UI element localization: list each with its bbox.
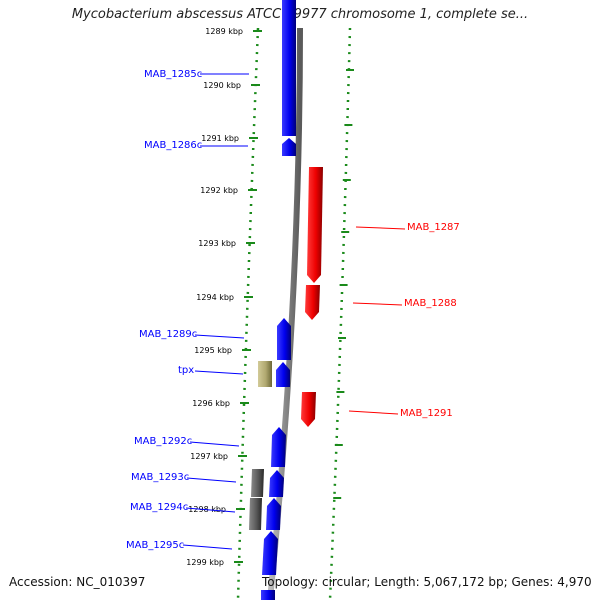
gene-arrow-mab-1288[interactable] [305,285,320,320]
topology-summary: Topology: circular; Length: 5,067,172 bp… [262,575,592,589]
leader-line-mab-1292c [189,441,240,447]
kbp-tick-label: 1295 kbp [194,346,232,355]
gene-box-mab-1293c-highlight[interactable] [251,469,264,497]
leader-line-mab-1294c [185,507,236,513]
kbp-tick-label: 1293 kbp [198,239,236,248]
gene-arrow-mab-1285c[interactable] [282,0,296,136]
gene-arrow-mab-1293c[interactable] [269,470,284,497]
gene-arrow-mab-1289c[interactable] [277,318,291,360]
gene-label-mab-1287[interactable]: MAB_1287 [407,222,460,233]
leader-line-mab-1289c [194,334,245,339]
gene-label-mab-1289c[interactable]: MAB_1289c [139,329,197,340]
gene-label-tpx[interactable]: tpx [178,365,194,376]
leader-line-tpx [194,370,244,375]
gene-box-tpx-highlight[interactable] [258,361,272,387]
gene-arrow-mab-1292c[interactable] [271,427,286,467]
gene-arrow-mab-1295c[interactable] [262,531,278,575]
kbp-tick-label: 1291 kbp [201,134,239,143]
gene-label-mab-1285c[interactable]: MAB_1285c [144,69,202,80]
gene-box-mab-1294c-highlight[interactable] [249,498,262,530]
leader-line-mab-1287 [355,226,406,230]
leader-line-mab-1293c [186,477,237,483]
gene-arrow-mab-1291[interactable] [301,392,316,427]
kbp-tick-label: 1289 kbp [205,27,243,36]
leader-line-mab-1288 [352,302,403,306]
kbp-tick-label: 1299 kbp [186,558,224,567]
gene-label-mab-1288[interactable]: MAB_1288 [404,298,457,309]
gene-label-mab-1295c[interactable]: MAB_1295c [126,540,184,551]
accession-text: Accession: NC_010397 [9,575,146,589]
gene-label-mab-1294c[interactable]: MAB_1294c [130,502,188,513]
gene-arrow-mab-1287[interactable] [307,167,323,283]
gene-box-partial[interactable] [261,590,275,600]
leader-line-mab-1295c [182,544,233,550]
gene-features [249,0,323,600]
gene-arrow-mab-1294c[interactable] [266,498,281,530]
kbp-tick-label: 1296 kbp [192,399,230,408]
gene-label-mab-1286c[interactable]: MAB_1286c [144,140,202,151]
outer-track-dotted [328,27,352,600]
gene-labels: MAB_1285c MAB_1286c MAB_1287 MAB_1288 MAB_12… [126,69,460,551]
gene-label-mab-1292c[interactable]: MAB_1292c [134,436,192,447]
kbp-tick-label: 1294 kbp [196,293,234,302]
gene-arrow-tpx[interactable] [276,362,290,387]
map-title: Mycobacterium abscessus ATCC 19977 chrom… [71,7,529,22]
kbp-tick-label: 1292 kbp [200,186,238,195]
leader-line-mab-1291 [348,410,399,415]
gene-label-mab-1291[interactable]: MAB_1291 [400,408,453,419]
inner-track-dotted [236,27,260,600]
kbp-tick-label: 1297 kbp [190,452,228,461]
gene-label-mab-1293c[interactable]: MAB_1293c [131,472,189,483]
kbp-tick-label: 1290 kbp [203,81,241,90]
gene-arrow-mab-1286c[interactable] [282,138,296,156]
